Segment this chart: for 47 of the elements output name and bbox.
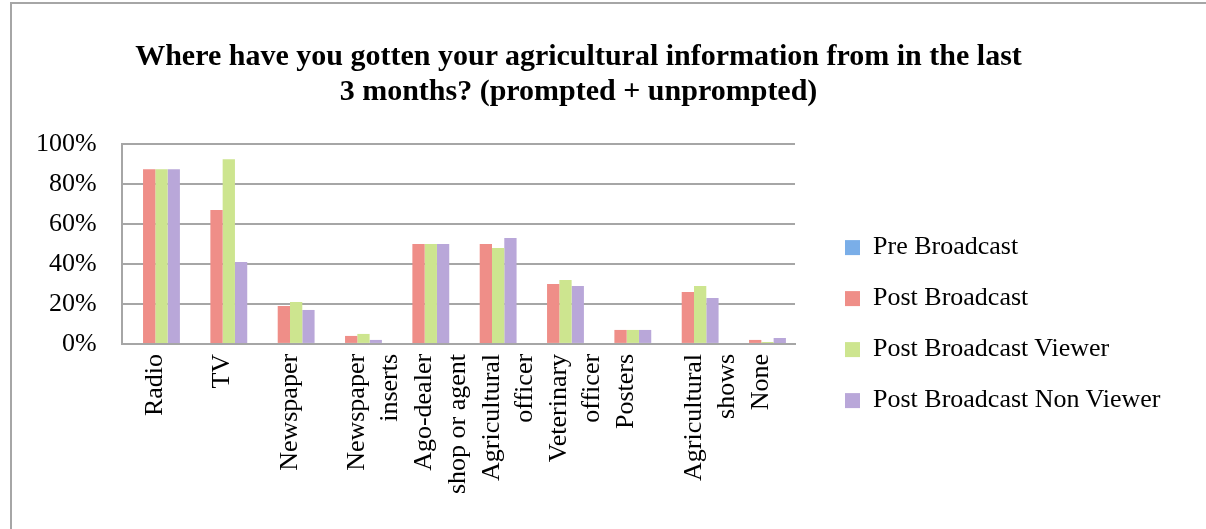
- bar: [614, 329, 627, 343]
- legend-label: Post Broadcast Non Viewer: [873, 384, 1161, 414]
- bar: [492, 248, 505, 343]
- x-tick-label: Agricultural shows: [677, 353, 740, 481]
- y-tick-label: 0%: [61, 327, 97, 357]
- chart-title: Where have you gotten your agricultural information from in the last 3 months? (prompted + unprompted): [135, 38, 1022, 108]
- x-tick-label: None: [745, 353, 775, 411]
- bar: [626, 329, 639, 343]
- x-tick-label: Radio: [139, 353, 169, 417]
- x-tick-label: Newspaper inserts: [341, 353, 404, 471]
- y-tick-label: 100%: [35, 128, 97, 158]
- legend-label: Pre Broadcast: [873, 231, 1019, 261]
- bar: [234, 262, 248, 343]
- y-tick-label: 40%: [48, 247, 97, 277]
- x-tick-label: TV: [206, 353, 236, 389]
- bar: [479, 244, 492, 343]
- bar: [694, 286, 707, 343]
- x-tick-label: Newspaper: [273, 353, 303, 471]
- bar: [302, 309, 315, 343]
- x-tick-label: Posters: [610, 353, 640, 430]
- bar: [167, 169, 180, 343]
- bar: [436, 244, 450, 343]
- bar: [412, 244, 425, 343]
- bar: [559, 280, 572, 343]
- bar: [773, 337, 786, 343]
- bar: [345, 335, 358, 343]
- y-tick-label: 80%: [48, 167, 97, 197]
- bar: [424, 244, 437, 343]
- bar: [143, 169, 156, 343]
- bar: [357, 333, 370, 343]
- bar: [706, 297, 719, 343]
- bar: [277, 305, 290, 343]
- legend-label: Post Broadcast Viewer: [873, 333, 1110, 363]
- bar: [571, 286, 584, 343]
- bar: [290, 301, 303, 343]
- bar: [222, 159, 235, 343]
- bar: [547, 284, 560, 343]
- bar: [681, 291, 695, 343]
- legend-label: Post Broadcast: [873, 282, 1030, 312]
- bar: [638, 329, 652, 343]
- y-tick-label: 60%: [48, 207, 97, 237]
- bar: [749, 339, 762, 343]
- bar: [504, 238, 517, 343]
- bar: [210, 210, 223, 343]
- y-tick-label: 20%: [48, 287, 97, 317]
- bar: [369, 339, 382, 343]
- bar: [155, 169, 168, 343]
